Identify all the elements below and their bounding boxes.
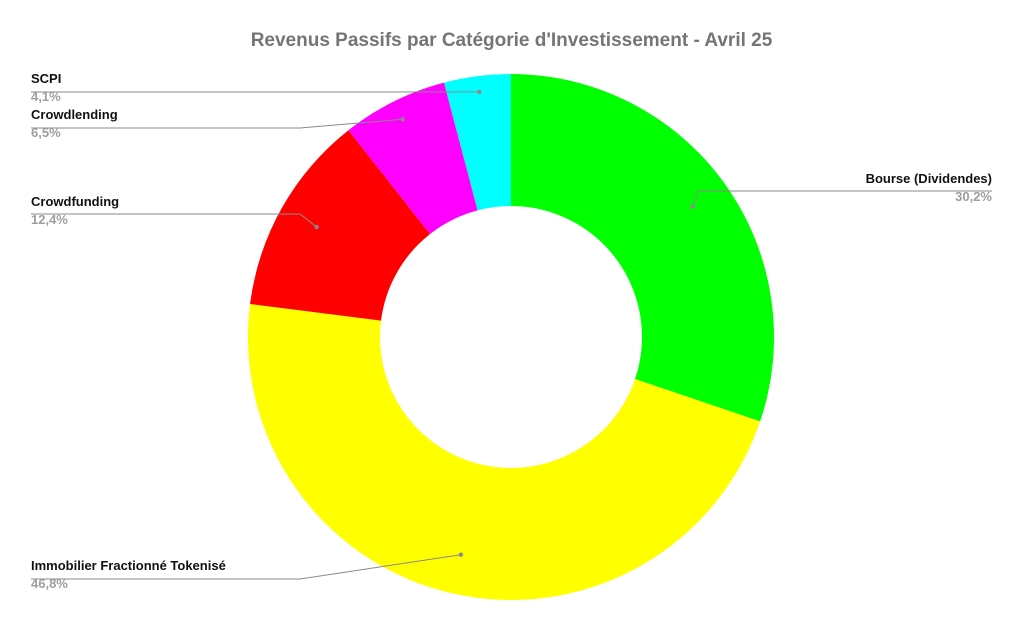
slice-label: Immobilier Fractionné Tokenisé [31, 558, 226, 573]
slice-value-label: 30,2% [955, 189, 992, 204]
slice-value-label: 12,4% [31, 212, 68, 227]
leader-line [31, 118, 403, 129]
slice-label: Bourse (Dividendes) [866, 171, 992, 186]
slice-value-label: 4,1% [31, 89, 61, 104]
slice-scpi [443, 74, 511, 211]
slice-label: Crowdlending [31, 107, 118, 122]
slice-label: Crowdfunding [31, 194, 119, 209]
slice-value-label: 6,5% [31, 125, 61, 140]
leader-line [31, 554, 461, 580]
slice-value-label: 46,8% [31, 576, 68, 591]
chart-title: Revenus Passifs par Catégorie d'Investis… [250, 30, 773, 51]
slice-crowdfunding [250, 130, 431, 321]
slice-bourse-dividendes [511, 74, 774, 422]
slice-label: SCPI [31, 71, 61, 86]
leader-line [31, 213, 317, 228]
leader-line [692, 190, 992, 208]
slice-immobilier-fractionn-tokenis [248, 304, 761, 600]
slice-crowdlending [348, 82, 478, 234]
